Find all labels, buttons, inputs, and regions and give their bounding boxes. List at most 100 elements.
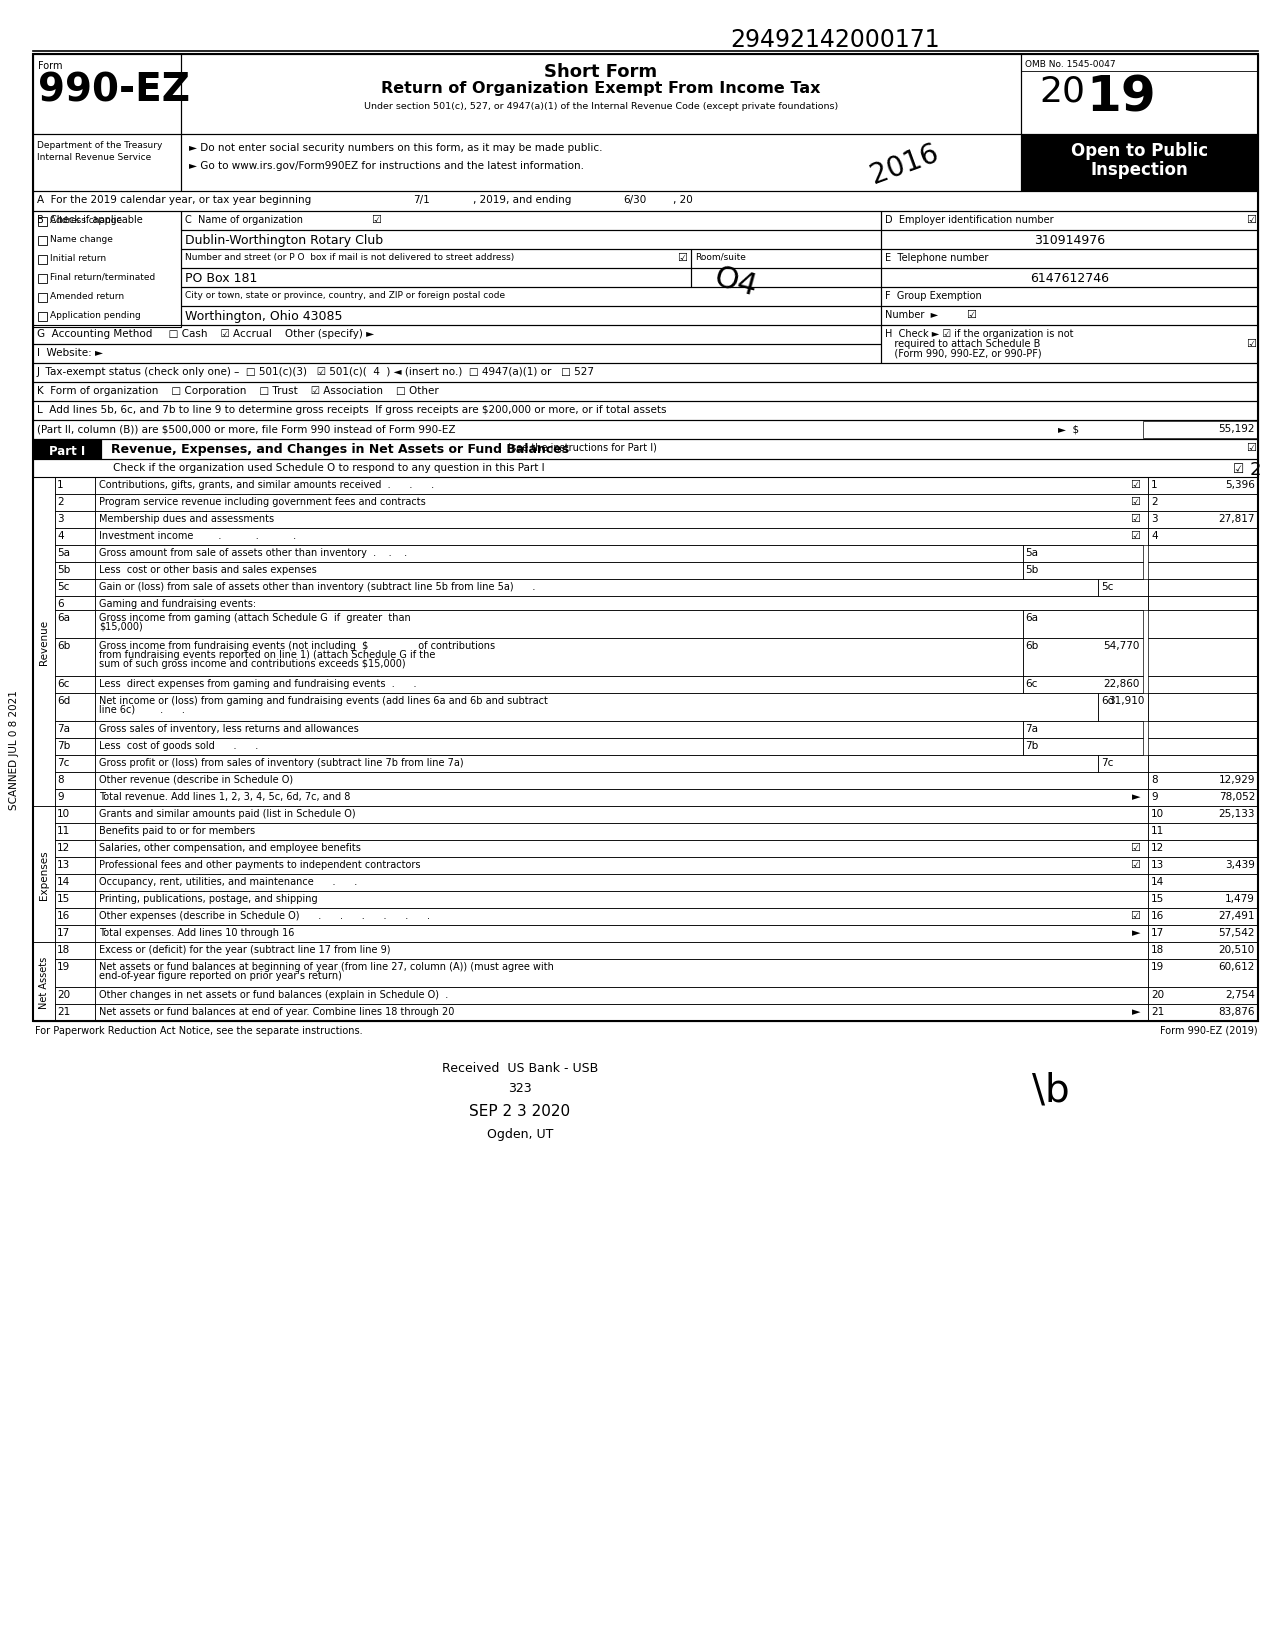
- Bar: [33, 382, 1258, 402]
- Text: 6147612746: 6147612746: [1030, 272, 1109, 285]
- Text: I  Website: ►: I Website: ►: [37, 348, 103, 358]
- Bar: [33, 54, 1258, 1022]
- Text: (Form 990, 990-EZ, or 990-PF): (Form 990, 990-EZ, or 990-PF): [885, 348, 1042, 358]
- Text: H  Check ► ☑ if the organization is not: H Check ► ☑ if the organization is not: [885, 330, 1073, 339]
- Bar: [182, 213, 881, 231]
- Text: 990-EZ: 990-EZ: [39, 71, 191, 109]
- Bar: [95, 597, 1148, 611]
- Text: Dublin-Worthington Rotary Club: Dublin-Worthington Rotary Club: [185, 234, 383, 247]
- Bar: [1148, 806, 1258, 824]
- Text: Other changes in net assets or fund balances (explain in Schedule O)  .: Other changes in net assets or fund bala…: [99, 989, 448, 999]
- Text: 12,929: 12,929: [1218, 775, 1255, 784]
- Bar: [33, 213, 182, 328]
- Text: , 2019, and ending: , 2019, and ending: [473, 194, 572, 204]
- Text: Worthington, Ohio 43085: Worthington, Ohio 43085: [185, 310, 343, 323]
- Text: B  Check if applicable: B Check if applicable: [37, 214, 143, 224]
- Bar: [95, 806, 1148, 824]
- Text: 9: 9: [1151, 791, 1158, 801]
- Text: Less  direct expenses from gaming and fundraising events  .      .: Less direct expenses from gaming and fun…: [99, 679, 416, 689]
- Bar: [95, 494, 1148, 511]
- Text: 7c: 7c: [57, 758, 70, 768]
- Bar: [1148, 840, 1258, 857]
- Bar: [1142, 422, 1258, 438]
- Text: L  Add lines 5b, 6c, and 7b to line 9 to determine gross receipts  If gross rece: L Add lines 5b, 6c, and 7b to line 9 to …: [37, 405, 666, 415]
- Text: ☑: ☑: [1130, 496, 1140, 506]
- Text: 21: 21: [1151, 1007, 1164, 1017]
- Bar: [1148, 639, 1258, 677]
- Text: Benefits paid to or for members: Benefits paid to or for members: [99, 826, 255, 836]
- Text: 2: 2: [1151, 496, 1158, 506]
- Text: 5b: 5b: [57, 565, 71, 575]
- Bar: [33, 344, 881, 364]
- Text: 8: 8: [1151, 775, 1158, 784]
- Bar: [1023, 738, 1142, 755]
- Text: SEP 2 3 2020: SEP 2 3 2020: [469, 1103, 571, 1119]
- Bar: [55, 875, 95, 892]
- Text: 10: 10: [57, 809, 70, 819]
- Text: 18: 18: [1151, 944, 1164, 954]
- Bar: [55, 840, 95, 857]
- Bar: [55, 494, 95, 511]
- Bar: [1148, 824, 1258, 840]
- Bar: [95, 478, 1148, 494]
- Text: C  Name of organization: C Name of organization: [185, 214, 303, 224]
- Bar: [33, 364, 1258, 382]
- Text: 9: 9: [57, 791, 63, 801]
- Text: Form 990-EZ (2019): Form 990-EZ (2019): [1160, 1025, 1258, 1035]
- Bar: [55, 824, 95, 840]
- Text: Net income or (loss) from gaming and fundraising events (add lines 6a and 6b and: Net income or (loss) from gaming and fun…: [99, 695, 547, 705]
- Text: O4: O4: [711, 262, 760, 302]
- Bar: [1148, 677, 1258, 694]
- Text: Grants and similar amounts paid (list in Schedule O): Grants and similar amounts paid (list in…: [99, 809, 355, 819]
- Bar: [1148, 908, 1258, 926]
- Text: F  Group Exemption: F Group Exemption: [885, 290, 981, 302]
- Text: 5c: 5c: [1101, 582, 1113, 592]
- Text: 14: 14: [1151, 877, 1164, 887]
- Text: Department of the Treasury: Department of the Treasury: [37, 142, 162, 150]
- Bar: [881, 250, 1258, 269]
- Bar: [33, 806, 55, 943]
- Bar: [95, 722, 1023, 738]
- Text: Received  US Bank - USB: Received US Bank - USB: [442, 1061, 598, 1074]
- Bar: [95, 755, 1097, 773]
- Bar: [690, 269, 881, 288]
- Bar: [95, 580, 1097, 597]
- Text: ►  $: ► $: [1057, 424, 1079, 433]
- Text: Gross sales of inventory, less returns and allowances: Gross sales of inventory, less returns a…: [99, 723, 359, 733]
- Bar: [95, 677, 1023, 694]
- Bar: [881, 288, 1258, 307]
- Bar: [33, 54, 182, 135]
- Bar: [1148, 529, 1258, 545]
- Bar: [55, 722, 95, 738]
- Text: Occupancy, rent, utilities, and maintenance      .      .: Occupancy, rent, utilities, and maintena…: [99, 877, 357, 887]
- Text: ☑: ☑: [966, 310, 976, 320]
- Bar: [1148, 580, 1258, 597]
- Text: ► Go to www.irs.gov/Form990EZ for instructions and the latest information.: ► Go to www.irs.gov/Form990EZ for instru…: [189, 162, 583, 171]
- Text: K  Form of organization    □ Corporation    □ Trust    ☑ Association    □ Other: K Form of organization □ Corporation □ T…: [37, 386, 439, 396]
- Text: 7b: 7b: [1025, 740, 1038, 750]
- Text: ☑: ☑: [1130, 531, 1140, 541]
- Bar: [55, 1004, 95, 1022]
- Text: 5c: 5c: [57, 582, 70, 592]
- Text: Application pending: Application pending: [50, 311, 140, 320]
- Text: Net assets or fund balances at beginning of year (from line 27, column (A)) (mus: Net assets or fund balances at beginning…: [99, 961, 554, 971]
- Text: 19: 19: [1151, 961, 1164, 971]
- Text: Inspection: Inspection: [1091, 162, 1189, 180]
- Text: 2: 2: [1249, 461, 1261, 478]
- Text: 2016: 2016: [866, 138, 942, 190]
- Text: Investment income        .           .           .: Investment income . . .: [99, 531, 296, 541]
- Bar: [55, 806, 95, 824]
- Bar: [95, 639, 1023, 677]
- Bar: [55, 694, 95, 722]
- Bar: [881, 326, 1258, 364]
- Bar: [1023, 545, 1142, 562]
- Text: Form: Form: [39, 61, 63, 71]
- Text: ► Do not enter social security numbers on this form, as it may be made public.: ► Do not enter social security numbers o…: [189, 143, 603, 153]
- Text: OMB No. 1545-0047: OMB No. 1545-0047: [1025, 59, 1115, 69]
- Text: 21: 21: [57, 1007, 71, 1017]
- Bar: [1148, 959, 1258, 987]
- Bar: [55, 789, 95, 806]
- Bar: [55, 677, 95, 694]
- Text: Short Form: Short Form: [545, 63, 658, 81]
- Text: Room/suite: Room/suite: [696, 252, 746, 262]
